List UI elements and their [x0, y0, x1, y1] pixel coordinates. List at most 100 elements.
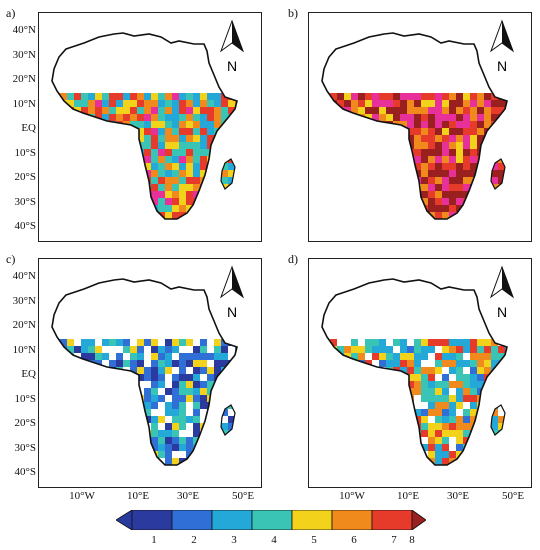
- data-cell: [193, 177, 200, 184]
- data-cell: [116, 100, 123, 107]
- data-cell: [358, 437, 365, 444]
- data-cell: [53, 205, 60, 212]
- data-cell: [123, 416, 130, 423]
- data-cell: [172, 423, 179, 430]
- data-cell: [165, 360, 172, 367]
- data-cell: [358, 198, 365, 205]
- data-cell: [505, 184, 507, 191]
- data-cell: [365, 458, 372, 465]
- data-cell: [512, 219, 519, 226]
- data-cell: [52, 381, 53, 388]
- data-cell: [449, 156, 456, 163]
- data-cell: [158, 437, 165, 444]
- data-cell: [109, 402, 116, 409]
- data-cell: [435, 163, 442, 170]
- data-cell: [372, 114, 379, 121]
- data-cell: [386, 465, 393, 472]
- data-cell: [435, 423, 442, 430]
- data-cell: [74, 156, 81, 163]
- data-cell: [526, 444, 531, 451]
- data-cell: [109, 93, 116, 100]
- data-cell: [309, 121, 316, 128]
- data-cell: [330, 226, 337, 233]
- data-cell: [322, 458, 323, 465]
- data-cell: [498, 107, 505, 114]
- data-cell: [393, 226, 400, 233]
- data-cell: [242, 198, 249, 205]
- north-arrow-icon: N: [489, 265, 515, 320]
- colorbar-tick-label: 6: [351, 534, 357, 546]
- data-cell: [393, 93, 400, 100]
- data-cell: [186, 395, 193, 402]
- data-cell: [372, 205, 379, 212]
- data-cell: [351, 430, 358, 437]
- data-cell: [130, 346, 137, 353]
- data-cell: [256, 128, 261, 135]
- data-cell: [81, 100, 88, 107]
- data-cell: [81, 163, 88, 170]
- data-cell: [214, 149, 221, 156]
- data-cell: [386, 149, 393, 156]
- data-cell: [172, 458, 179, 465]
- data-cell: [53, 191, 60, 198]
- data-cell: [519, 472, 526, 479]
- data-cell: [519, 184, 526, 191]
- data-cell: [344, 451, 351, 458]
- data-cell: [102, 198, 109, 205]
- data-cell: [358, 142, 365, 149]
- lat-tick-label: 10°N: [12, 97, 36, 110]
- data-cell: [358, 156, 365, 163]
- data-cell: [179, 93, 186, 100]
- data-cell: [144, 212, 151, 219]
- data-cell: [207, 416, 214, 423]
- data-cell: [512, 170, 519, 177]
- data-cell: [52, 170, 53, 177]
- data-cell: [365, 142, 372, 149]
- data-cell: [309, 444, 316, 451]
- data-cell: [172, 360, 179, 367]
- data-cell: [442, 374, 449, 381]
- data-cell: [67, 437, 74, 444]
- data-cell: [123, 444, 130, 451]
- data-cell: [322, 128, 323, 135]
- data-cell: [130, 409, 137, 416]
- data-cell: [165, 142, 172, 149]
- data-cell: [505, 114, 507, 121]
- data-cell: [526, 149, 531, 156]
- data-cell: [137, 184, 144, 191]
- data-cell: [379, 374, 386, 381]
- data-cell: [414, 381, 421, 388]
- data-cell: [116, 93, 123, 100]
- data-cell: [526, 451, 531, 458]
- data-cell: [137, 451, 144, 458]
- data-cell: [60, 451, 67, 458]
- data-cell: [519, 395, 526, 402]
- data-cell: [379, 205, 386, 212]
- data-cell: [442, 93, 449, 100]
- data-cell: [344, 156, 351, 163]
- data-cell: [309, 423, 316, 430]
- data-cell: [102, 416, 109, 423]
- data-cell: [88, 191, 95, 198]
- data-cell: [421, 219, 428, 226]
- data-cell: [158, 114, 165, 121]
- data-cell: [505, 395, 507, 402]
- data-cell: [512, 416, 519, 423]
- data-cell: [193, 156, 200, 163]
- data-cell: [512, 177, 519, 184]
- data-cell: [344, 444, 351, 451]
- data-cell: [372, 149, 379, 156]
- data-cell: [123, 219, 130, 226]
- data-cell: [200, 388, 207, 395]
- data-cell: [309, 107, 316, 114]
- data-cell: [193, 163, 200, 170]
- data-cell: [74, 374, 81, 381]
- data-cell: [322, 163, 323, 170]
- data-cell: [463, 423, 470, 430]
- africa-map: N: [309, 19, 531, 233]
- data-cell: [109, 219, 116, 226]
- data-cell: [151, 184, 158, 191]
- data-cell: [526, 353, 531, 360]
- data-cell: [351, 107, 358, 114]
- data-cell: [470, 170, 477, 177]
